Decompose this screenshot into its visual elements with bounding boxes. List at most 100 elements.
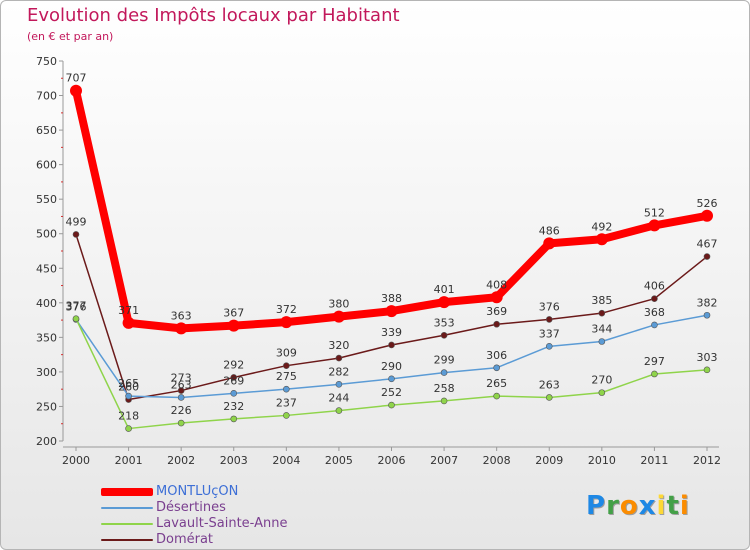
chart-subtitle: (en € et par an) xyxy=(27,30,114,43)
legend-swatch xyxy=(101,488,153,496)
logo-letter: o xyxy=(619,491,639,521)
y-tick-label: 600 xyxy=(36,159,57,172)
data-label: 382 xyxy=(697,296,718,309)
data-point xyxy=(125,425,132,432)
data-label: 258 xyxy=(434,382,455,395)
legend-label: Domérat xyxy=(156,532,214,547)
legend-label: MONTLUçON xyxy=(156,484,239,499)
data-label: 226 xyxy=(171,404,192,417)
data-label: 232 xyxy=(223,400,244,413)
data-label: 406 xyxy=(644,280,665,293)
logo-letter: r xyxy=(606,491,620,521)
data-label: 368 xyxy=(644,306,665,319)
legend-item: MONTLUçON xyxy=(101,484,431,500)
data-point xyxy=(122,316,135,329)
y-tick-label: 200 xyxy=(36,435,57,448)
data-point xyxy=(651,321,658,329)
data-label: 273 xyxy=(171,372,192,385)
data-point xyxy=(283,385,290,393)
data-label: 388 xyxy=(381,292,402,305)
data-point xyxy=(177,394,185,401)
data-point xyxy=(545,343,553,350)
data-point xyxy=(125,392,132,400)
y-tick-label: 750 xyxy=(36,55,57,68)
data-point xyxy=(177,387,185,394)
data-label: 292 xyxy=(223,358,244,371)
x-tick-label: 2001 xyxy=(115,454,143,467)
legend-label: Désertines xyxy=(156,500,226,515)
y-tick-label: 250 xyxy=(36,400,57,413)
data-label: 467 xyxy=(697,238,718,251)
chart-title: Evolution des Impôts locaux par Habitant xyxy=(27,5,400,26)
x-tick-label: 2003 xyxy=(220,454,248,467)
data-point xyxy=(440,331,448,339)
data-point xyxy=(493,320,500,328)
data-point xyxy=(493,364,500,372)
x-tick-label: 2009 xyxy=(535,454,563,467)
data-point xyxy=(703,366,711,374)
data-label: 353 xyxy=(434,316,455,329)
data-label: 265 xyxy=(118,377,139,390)
data-label: 297 xyxy=(644,355,665,368)
data-point xyxy=(493,392,500,400)
data-label: 309 xyxy=(276,347,297,360)
data-label: 218 xyxy=(118,410,139,423)
data-point xyxy=(230,390,238,397)
data-point xyxy=(703,253,711,260)
data-label: 282 xyxy=(328,365,349,378)
data-point xyxy=(332,310,345,323)
x-tick-label: 2010 xyxy=(588,454,616,467)
data-label: 270 xyxy=(591,374,612,387)
data-label: 337 xyxy=(539,327,560,340)
data-point xyxy=(385,305,398,318)
data-point xyxy=(283,362,290,369)
data-label: 408 xyxy=(486,278,507,291)
data-point xyxy=(388,401,395,409)
data-label: 369 xyxy=(486,305,507,318)
legend-swatch xyxy=(101,507,153,509)
y-tick-label: 550 xyxy=(36,193,57,206)
data-point xyxy=(651,295,658,302)
y-tick-label: 700 xyxy=(36,90,57,103)
data-point xyxy=(230,415,238,423)
logo-letter: i xyxy=(679,491,690,521)
data-point xyxy=(177,419,185,427)
y-tick-label: 300 xyxy=(36,366,57,379)
data-label: 367 xyxy=(223,307,244,320)
data-point xyxy=(283,412,290,419)
data-label: 385 xyxy=(591,294,612,307)
data-label: 377 xyxy=(66,300,87,313)
data-label: 237 xyxy=(276,396,297,409)
y-tick-label: 350 xyxy=(36,331,57,344)
data-point xyxy=(598,338,606,345)
data-point xyxy=(335,354,343,362)
data-point xyxy=(72,315,80,323)
data-point xyxy=(70,84,82,97)
x-tick-label: 2012 xyxy=(693,454,721,467)
data-label: 299 xyxy=(434,354,455,367)
data-label: 376 xyxy=(539,300,560,313)
data-label: 252 xyxy=(381,386,402,399)
x-tick-label: 2004 xyxy=(272,454,300,467)
data-label: 372 xyxy=(276,303,297,316)
legend-label: Lavault-Sainte-Anne xyxy=(156,516,288,531)
legend: MONTLUçON Désertines Lavault-Sainte-Anne Do… xyxy=(101,484,431,548)
x-tick-label: 2008 xyxy=(483,454,511,467)
legend-item: Domérat xyxy=(101,532,431,548)
data-label: 380 xyxy=(328,298,349,311)
x-tick-label: 2000 xyxy=(62,454,90,467)
legend-item: Désertines xyxy=(101,500,431,516)
data-point xyxy=(175,322,188,335)
data-point xyxy=(438,296,451,309)
data-point xyxy=(440,369,448,376)
data-label: 499 xyxy=(66,215,87,228)
data-label: 290 xyxy=(381,360,402,373)
data-label: 260 xyxy=(118,381,139,394)
logo-letter: i xyxy=(656,491,667,521)
logo-letter: P xyxy=(586,491,607,521)
x-tick-label: 2011 xyxy=(640,454,668,467)
data-label: 707 xyxy=(66,72,87,85)
data-point xyxy=(595,233,608,246)
legend-swatch xyxy=(101,523,153,525)
